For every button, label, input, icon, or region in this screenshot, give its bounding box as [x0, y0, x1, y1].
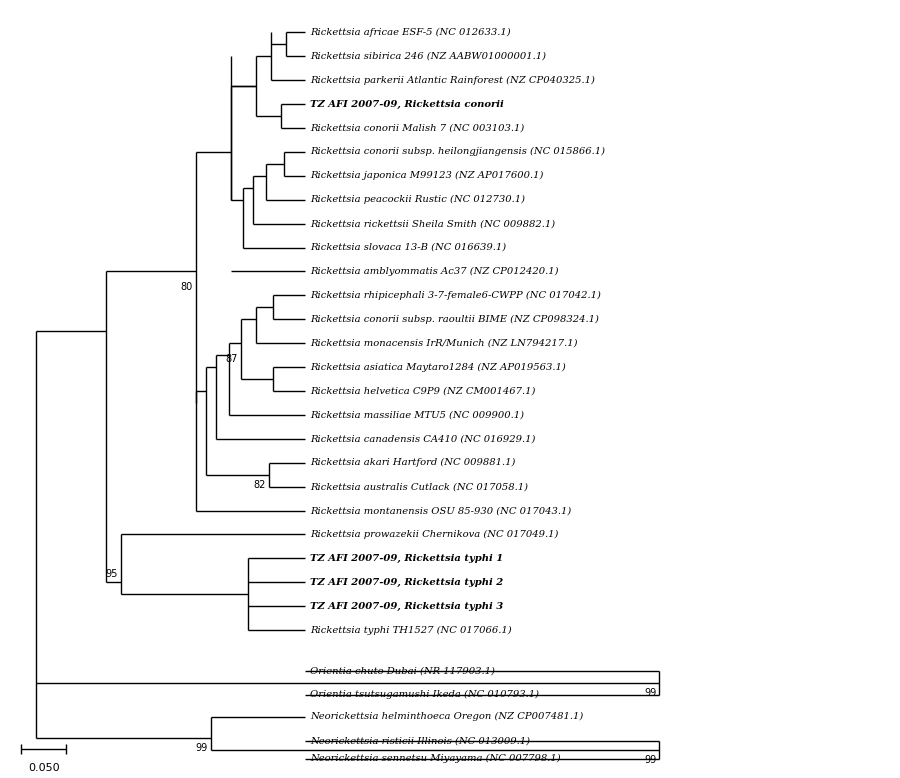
Text: Neorickettsia risticii Illinois (NC 013009.1): Neorickettsia risticii Illinois (NC 0130… [310, 736, 530, 745]
Text: Rickettsia montanensis OSU 85-930 (NC 017043.1): Rickettsia montanensis OSU 85-930 (NC 01… [310, 506, 572, 515]
Text: 0.050: 0.050 [28, 762, 59, 773]
Text: Orientia chuto Dubai (NR 117903.1): Orientia chuto Dubai (NR 117903.1) [310, 667, 495, 675]
Text: 80: 80 [181, 282, 193, 293]
Text: Neorickettsia helminthoeca Oregon (NZ CP007481.1): Neorickettsia helminthoeca Oregon (NZ CP… [310, 713, 584, 721]
Text: Rickettsia akari Hartford (NC 009881.1): Rickettsia akari Hartford (NC 009881.1) [310, 458, 516, 468]
Text: TZ AFI 2007-09, Rickettsia typhi 1: TZ AFI 2007-09, Rickettsia typhi 1 [310, 554, 504, 563]
Text: 95: 95 [105, 569, 118, 580]
Text: Orientia tsutsugamushi Ikeda (NC 010793.1): Orientia tsutsugamushi Ikeda (NC 010793.… [310, 690, 539, 699]
Text: Rickettsia conorii subsp. heilongjiangensis (NC 015866.1): Rickettsia conorii subsp. heilongjiangen… [310, 147, 606, 156]
Text: Rickettsia rhipicephali 3-7-female6-CWPP (NC 017042.1): Rickettsia rhipicephali 3-7-female6-CWPP… [310, 291, 601, 300]
Text: 99: 99 [644, 688, 656, 698]
Text: 99: 99 [644, 755, 656, 765]
Text: 87: 87 [225, 354, 238, 364]
Text: Rickettsia amblyommatis Ac37 (NZ CP012420.1): Rickettsia amblyommatis Ac37 (NZ CP01242… [310, 267, 559, 276]
Text: Rickettsia conorii subsp. raoultii BIME (NZ CP098324.1): Rickettsia conorii subsp. raoultii BIME … [310, 314, 599, 324]
Text: TZ AFI 2007-09, Rickettsia conorii: TZ AFI 2007-09, Rickettsia conorii [310, 100, 504, 108]
Text: Rickettsia typhi TH1527 (NC 017066.1): Rickettsia typhi TH1527 (NC 017066.1) [310, 626, 512, 635]
Text: Rickettsia rickettsii Sheila Smith (NC 009882.1): Rickettsia rickettsii Sheila Smith (NC 0… [310, 219, 555, 228]
Text: Rickettsia africae ESF-5 (NC 012633.1): Rickettsia africae ESF-5 (NC 012633.1) [310, 28, 511, 37]
Text: Rickettsia sibirica 246 (NZ AABW01000001.1): Rickettsia sibirica 246 (NZ AABW01000001… [310, 51, 546, 61]
Text: Rickettsia prowazekii Chernikova (NC 017049.1): Rickettsia prowazekii Chernikova (NC 017… [310, 530, 559, 539]
Text: Rickettsia asiatica Maytaro1284 (NZ AP019563.1): Rickettsia asiatica Maytaro1284 (NZ AP01… [310, 363, 566, 372]
Text: Rickettsia monacensis IrR/Munich (NZ LN794217.1): Rickettsia monacensis IrR/Munich (NZ LN7… [310, 338, 578, 348]
Text: 99: 99 [195, 743, 208, 753]
Text: TZ AFI 2007-09, Rickettsia typhi 2: TZ AFI 2007-09, Rickettsia typhi 2 [310, 578, 504, 587]
Text: Rickettsia canadensis CA410 (NC 016929.1): Rickettsia canadensis CA410 (NC 016929.1… [310, 434, 536, 443]
Text: Rickettsia conorii Malish 7 (NC 003103.1): Rickettsia conorii Malish 7 (NC 003103.1… [310, 124, 525, 132]
Text: Rickettsia japonica M99123 (NZ AP017600.1): Rickettsia japonica M99123 (NZ AP017600.… [310, 171, 544, 180]
Text: 82: 82 [253, 480, 266, 489]
Text: TZ AFI 2007-09, Rickettsia typhi 3: TZ AFI 2007-09, Rickettsia typhi 3 [310, 601, 504, 611]
Text: Rickettsia peacockii Rustic (NC 012730.1): Rickettsia peacockii Rustic (NC 012730.1… [310, 195, 526, 205]
Text: Rickettsia slovaca 13-B (NC 016639.1): Rickettsia slovaca 13-B (NC 016639.1) [310, 243, 507, 252]
Text: Rickettsia australis Cutlack (NC 017058.1): Rickettsia australis Cutlack (NC 017058.… [310, 482, 528, 491]
Text: Neorickettsia sennetsu Miyayama (NC 007798.1): Neorickettsia sennetsu Miyayama (NC 0077… [310, 754, 561, 763]
Text: Rickettsia parkerii Atlantic Rainforest (NZ CP040325.1): Rickettsia parkerii Atlantic Rainforest … [310, 75, 595, 85]
Text: Rickettsia helvetica C9P9 (NZ CM001467.1): Rickettsia helvetica C9P9 (NZ CM001467.1… [310, 387, 536, 395]
Text: Rickettsia massiliae MTU5 (NC 009900.1): Rickettsia massiliae MTU5 (NC 009900.1) [310, 411, 525, 419]
